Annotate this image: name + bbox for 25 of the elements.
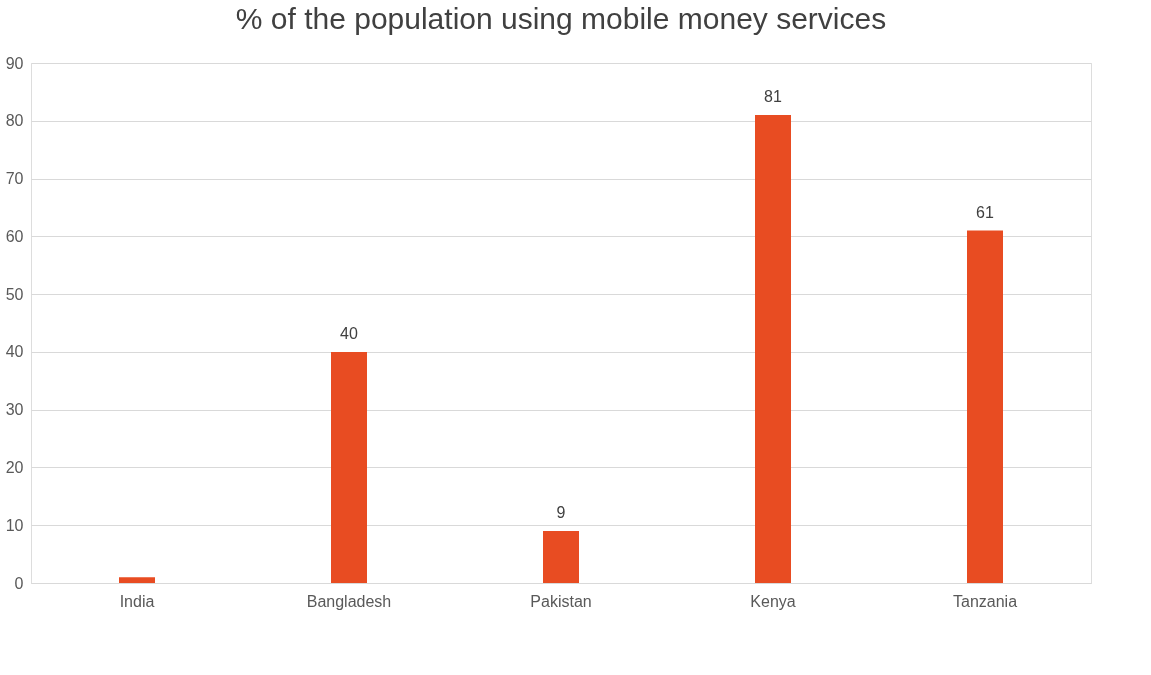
x-tick-label: Pakistan	[530, 592, 592, 610]
data-label: 9	[556, 504, 566, 521]
y-tick-label: 0	[14, 574, 24, 592]
data-label: 61	[976, 203, 994, 221]
bar	[543, 531, 579, 583]
x-tick-label: Bangladesh	[306, 592, 392, 610]
y-tick-label: 70	[5, 170, 24, 188]
x-tick-label: Tanzania	[952, 592, 1018, 610]
y-tick-label: 30	[5, 401, 24, 419]
bar	[331, 351, 367, 583]
chart-title: % of the population using mobile money services	[235, 2, 887, 35]
data-label: 40	[340, 324, 358, 342]
x-tick-label: India	[119, 592, 155, 610]
bar	[119, 577, 155, 583]
y-tick-label: 20	[5, 458, 24, 476]
y-tick-label: 90	[5, 54, 24, 72]
x-tick-label: Kenya	[750, 592, 796, 610]
y-tick-label: 80	[5, 112, 24, 130]
y-tick-label: 10	[5, 516, 24, 534]
bar	[967, 230, 1003, 583]
y-tick-label: 40	[5, 343, 24, 361]
bar	[755, 115, 791, 583]
data-label: 81	[764, 88, 782, 105]
y-tick-label: 50	[5, 285, 24, 303]
y-tick-label: 60	[5, 227, 24, 245]
